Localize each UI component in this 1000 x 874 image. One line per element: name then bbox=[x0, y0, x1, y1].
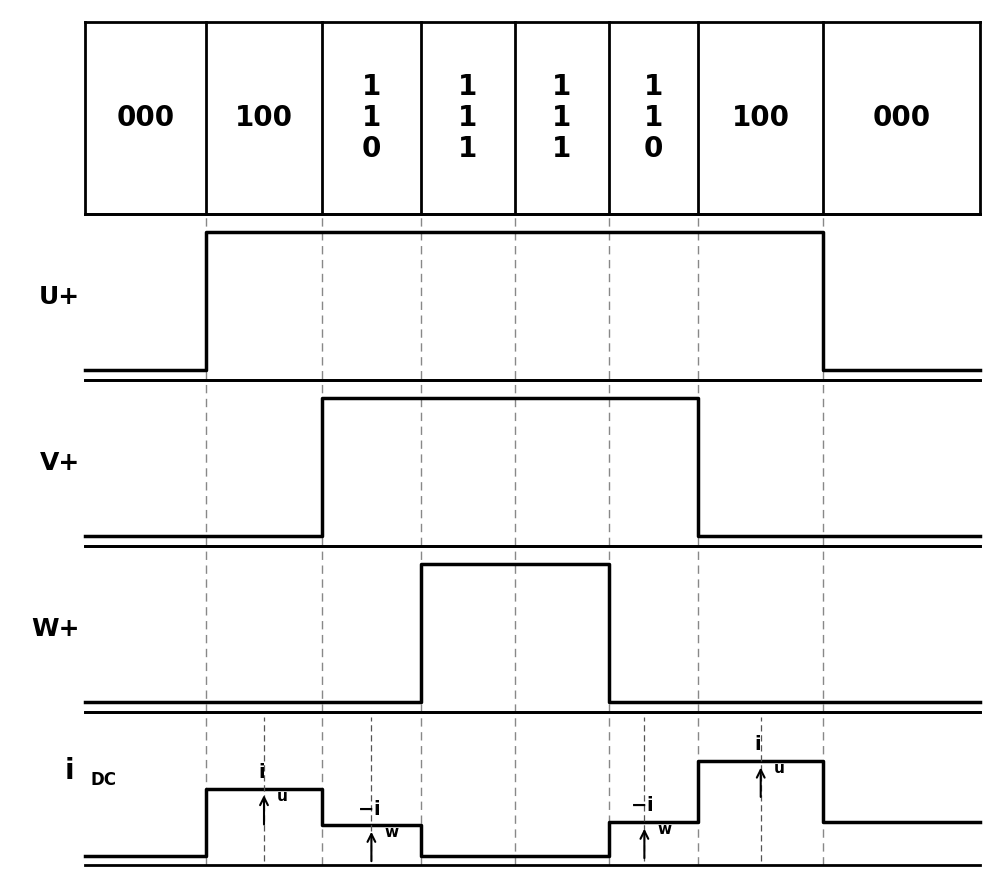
Text: $\mathbf{-i}$: $\mathbf{-i}$ bbox=[357, 800, 380, 818]
Text: u: u bbox=[774, 761, 785, 776]
Text: 1
1
1: 1 1 1 bbox=[552, 73, 571, 163]
Text: 1
1
1: 1 1 1 bbox=[458, 73, 477, 163]
Text: W+: W+ bbox=[32, 617, 80, 642]
Text: $\mathbf{i}$: $\mathbf{i}$ bbox=[754, 735, 761, 754]
Text: 1
1
0: 1 1 0 bbox=[644, 73, 663, 163]
Text: $\mathbf{i}$: $\mathbf{i}$ bbox=[64, 757, 73, 786]
Text: $\mathbf{-i}$: $\mathbf{-i}$ bbox=[630, 796, 653, 815]
Text: 000: 000 bbox=[873, 104, 931, 132]
Text: u: u bbox=[277, 789, 288, 804]
Text: 100: 100 bbox=[235, 104, 293, 132]
Text: 100: 100 bbox=[732, 104, 790, 132]
Text: w: w bbox=[384, 825, 399, 841]
Text: $\mathbf{i}$: $\mathbf{i}$ bbox=[258, 763, 264, 782]
Text: w: w bbox=[657, 822, 671, 837]
Text: 000: 000 bbox=[116, 104, 174, 132]
Text: DC: DC bbox=[90, 771, 116, 789]
Text: V+: V+ bbox=[40, 451, 80, 475]
Text: 1
1
0: 1 1 0 bbox=[362, 73, 381, 163]
Text: U+: U+ bbox=[39, 285, 80, 309]
